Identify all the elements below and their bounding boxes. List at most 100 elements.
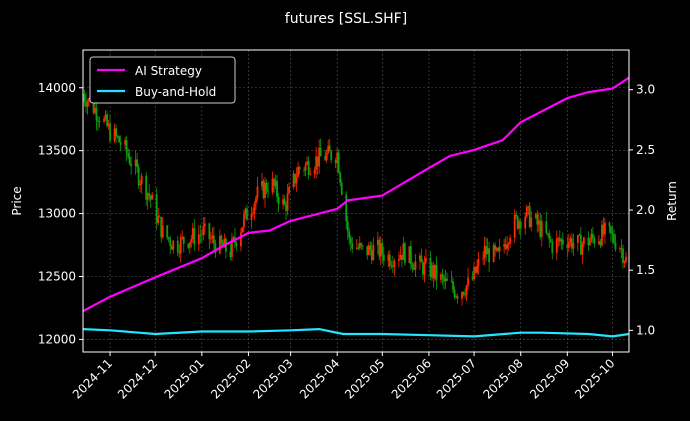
candle-body [271,178,274,193]
candle-body [410,246,412,265]
candle-body [199,234,202,236]
candle-body [149,195,152,200]
candle-body [115,128,117,136]
candle-body [340,182,343,195]
legend-label-ai-strategy: AI Strategy [135,64,202,78]
candle-body [423,261,426,275]
candle-body [106,114,108,127]
candle-body [381,243,384,255]
candle-body [140,175,143,185]
candle-body [158,216,161,218]
candle-body [518,221,521,229]
candle-body [86,101,89,107]
candle-body [137,167,140,186]
gridlines [83,50,629,352]
candle-body [482,257,484,260]
candle-body [128,156,131,164]
candle-body [419,255,421,262]
candle-body [197,234,200,245]
candle-body [313,169,316,174]
candle-body [587,237,590,246]
candle-body [203,223,206,227]
candle-body [486,248,489,255]
candle-body [509,237,512,244]
candle-body [94,107,96,113]
candle-body [402,243,405,260]
candle-body [209,238,212,240]
candle-body [179,237,182,254]
candle-body [498,246,501,252]
candle-body [455,296,457,298]
candle-body [534,214,537,218]
candle-body [504,244,507,249]
candle-body [330,151,333,161]
y-right-tick-label: 3.0 [636,83,655,97]
candle-body [304,164,307,171]
y-tick-label: 14000 [38,81,76,95]
candle-body [252,213,254,214]
candle-body [369,245,372,251]
candle-body [391,265,394,267]
candle-body [241,226,244,233]
candle-body [176,240,179,253]
candle-body [503,244,506,247]
candle-body [495,247,498,251]
candle-body [411,264,414,268]
candle-body [516,216,519,229]
candle-body [399,254,402,259]
candle-body [306,161,309,165]
candle-body [488,248,491,263]
candle-body [513,214,516,238]
candle-body [435,264,438,280]
candle-body [355,247,358,249]
candle-body [548,233,551,240]
candle-body [157,216,160,224]
candle-body [387,254,390,261]
candle-body [295,177,298,184]
candle-body [378,239,381,257]
candle-body [130,163,133,167]
candle-body [318,147,321,167]
candle-body [388,254,391,267]
candle-body [613,234,615,243]
candle-body [88,98,90,102]
candle-body [235,242,238,247]
candle-body [372,245,375,260]
candle-body [572,242,575,249]
candle-body [519,221,522,229]
candle-body [267,191,269,193]
candle-body [367,245,370,256]
candle-body [255,197,257,204]
candle-body [360,243,363,246]
candle-body [614,242,617,250]
candle-body [231,239,233,258]
candle-body [345,194,348,222]
y-right-tick-label: 1.0 [636,323,655,337]
candle-body [85,101,87,107]
candle-body [178,252,181,254]
candle-body [432,265,435,279]
candle-body [265,182,268,192]
candle-body [420,255,423,263]
candle-body [555,238,558,253]
candle-body [181,236,184,238]
candle-body [408,246,411,264]
candle-body [316,156,319,167]
series-line-ai-strategy [82,76,630,313]
candle-body [262,180,265,198]
candle-body [98,121,101,122]
candle-body [104,114,107,119]
y-right-tick-label: 2.0 [636,203,655,217]
candle-body [400,254,403,260]
candle-body [191,228,194,239]
candle-body [160,216,163,238]
candle-body [256,186,259,198]
candle-body [483,245,486,258]
candle-body [244,208,247,215]
candle-body [570,238,573,249]
candle-body [361,245,364,247]
candle-body [593,237,596,244]
candle-body [431,265,433,278]
candle-body [561,239,564,245]
